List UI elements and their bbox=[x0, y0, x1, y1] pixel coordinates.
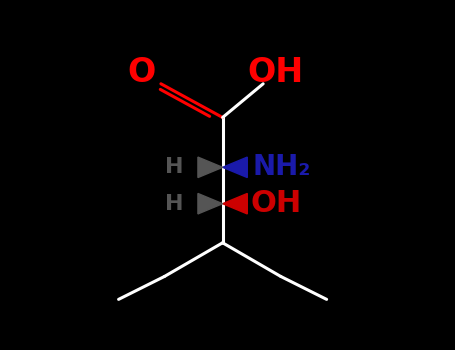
Polygon shape bbox=[198, 157, 222, 177]
Text: OH: OH bbox=[250, 189, 301, 218]
Polygon shape bbox=[198, 194, 222, 214]
Text: O: O bbox=[127, 56, 156, 90]
Polygon shape bbox=[222, 194, 248, 214]
Text: H: H bbox=[165, 157, 184, 177]
Text: OH: OH bbox=[248, 56, 303, 90]
Text: H: H bbox=[165, 194, 184, 214]
Text: NH₂: NH₂ bbox=[253, 153, 311, 181]
Polygon shape bbox=[222, 157, 248, 177]
